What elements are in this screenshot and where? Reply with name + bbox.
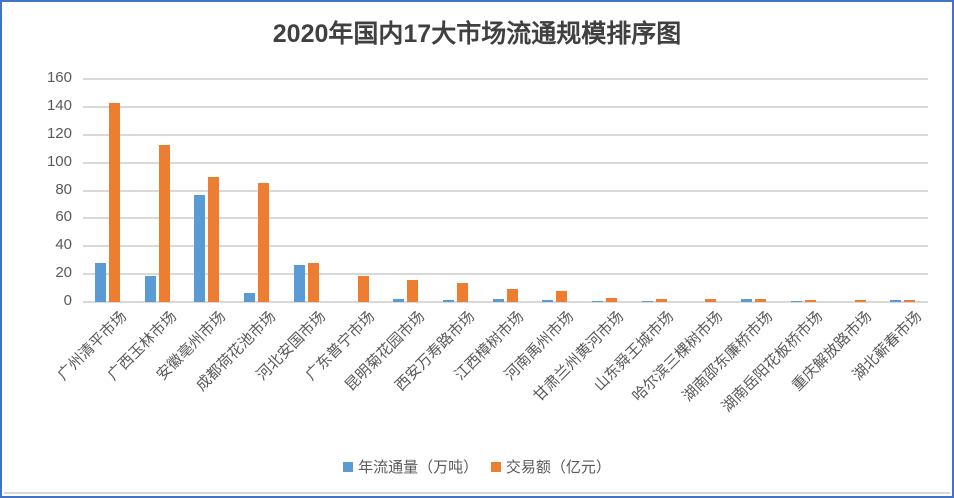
bar-turnover[interactable] [357,275,369,302]
bar-volume[interactable] [790,300,802,302]
category-group [431,79,481,302]
category-group [282,79,332,302]
bar-volume[interactable] [293,265,305,302]
bar-turnover[interactable] [307,262,319,302]
gridline [83,189,928,192]
bar-turnover[interactable] [407,279,419,302]
y-tick-label: 100 [46,152,72,170]
legend-swatch-blue-icon [343,461,354,472]
category-group [530,79,580,302]
plot-bars [83,79,928,302]
bar-volume[interactable] [890,299,902,302]
bar-volume[interactable] [442,299,454,302]
bar-volume[interactable] [492,298,504,302]
category-group [729,79,779,302]
bar-volume[interactable] [641,300,653,302]
x-axis-labels: 广州清平市场 广西玉林市场 安徽亳州市场 成都荷花池市场 河北安国市场 广东普宁市场 昆明菊… [54,306,928,446]
bar-turnover[interactable] [158,145,170,302]
bar-turnover[interactable] [456,283,468,302]
category-group [679,79,729,302]
legend-swatch-orange-icon [490,461,501,472]
bar-turnover[interactable] [755,298,767,302]
bar-turnover[interactable] [804,299,816,302]
y-tick-label: 140 [46,96,72,114]
category-group [630,79,680,302]
bar-volume[interactable] [194,195,206,302]
category-group [182,79,232,302]
y-tick-label: 160 [46,69,72,86]
bar-turnover[interactable] [606,297,618,302]
bar-volume[interactable] [592,300,604,302]
legend-item-turnover[interactable]: 交易额（亿元） [490,456,611,477]
gridline [83,301,928,303]
y-tick-label: 20 [55,264,72,282]
bar-turnover[interactable] [109,103,120,302]
gridline [83,161,928,164]
bar-turnover[interactable] [705,298,717,302]
gridline [83,217,928,220]
gridline [83,273,928,276]
legend-label: 交易额（亿元） [505,458,611,476]
bar-turnover[interactable] [208,176,220,302]
category-group [381,79,431,302]
bar-volume[interactable] [542,299,554,302]
y-tick-label: 40 [55,236,72,254]
bar-volume[interactable] [741,298,753,302]
category-group [829,79,879,302]
gridline [83,245,928,248]
category-group [133,79,183,302]
category-group [580,79,630,302]
category-group [481,79,531,302]
bar-volume[interactable] [95,262,106,302]
gridline [83,78,928,80]
category-group [878,79,928,302]
chart-area [4,4,950,494]
bar-volume[interactable] [244,292,256,302]
y-tick-label: 80 [55,180,72,198]
category-group [332,79,382,302]
plot-gridlines [83,78,928,303]
gridline [83,133,928,136]
bar-turnover[interactable] [506,289,518,302]
legend-label: 年流通量（万吨） [358,458,479,476]
category-group [779,79,829,302]
bar-turnover[interactable] [556,291,568,302]
bar-volume[interactable] [144,276,156,302]
bar-turnover[interactable] [258,182,270,302]
bar-turnover[interactable] [854,299,866,302]
legend-item-volume[interactable]: 年流通量（万吨） [343,456,478,477]
y-tick-label: 120 [46,124,72,142]
bar-volume[interactable] [393,298,405,302]
bar-turnover[interactable] [655,298,667,302]
category-group [232,79,282,302]
y-tick-label: 60 [55,208,72,226]
gridline [83,105,928,108]
chart-title: 2020年国内17大市场流通规模排序图 [272,20,682,48]
y-tick-label: 0 [63,292,72,309]
legend: 年流通量（万吨） 交易额（亿元） [0,456,954,477]
category-group [83,79,133,302]
bar-turnover[interactable] [904,299,916,302]
